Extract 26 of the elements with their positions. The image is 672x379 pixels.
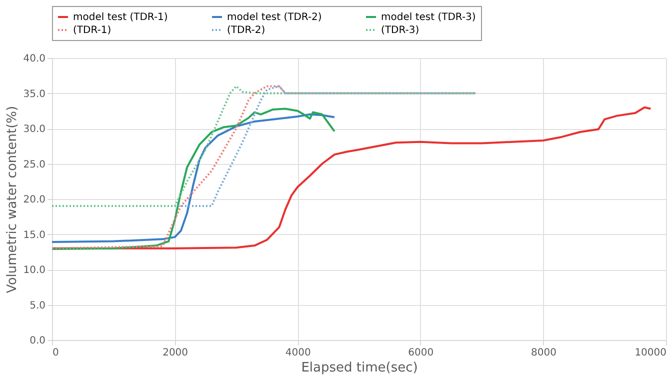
line-series	[51, 85, 477, 250]
y-tick-label: 0.0	[30, 336, 46, 346]
legend-label: model test (TDR-2)	[227, 12, 322, 23]
y-tick-label: 10.0	[23, 265, 46, 276]
x-tick-label: 8000	[530, 348, 556, 358]
x-tick-label: 4000	[285, 348, 311, 358]
y-tick-label: 30.0	[23, 124, 46, 135]
y-tick-label: 20.0	[23, 194, 46, 206]
line-series	[51, 85, 477, 208]
y-tick-label: 5.0	[30, 300, 46, 312]
legend-label: model test (TDR-1)	[73, 12, 168, 23]
x-tick-label: 10000	[634, 348, 666, 358]
y-tick-label: 25.0	[23, 159, 46, 170]
x-axis-title: Elapsed time(sec)	[301, 360, 418, 376]
line-series	[51, 106, 652, 250]
y-tick-label: 35.0	[23, 88, 46, 100]
y-axis-title: Volumetric water content(%)	[5, 106, 20, 294]
legend-label: (TDR-1)	[73, 25, 112, 36]
legend-label: (TDR-3)	[381, 25, 420, 36]
legend-label: (TDR-2)	[227, 25, 266, 36]
x-tick-label: 6000	[408, 348, 434, 358]
x-tick-label: 2000	[162, 348, 188, 358]
y-tick-label: 40.0	[23, 54, 46, 64]
legend-label: model test (TDR-3)	[381, 12, 476, 23]
y-tick-label: 15.0	[23, 230, 46, 241]
x-tick-label: 0	[52, 348, 59, 358]
